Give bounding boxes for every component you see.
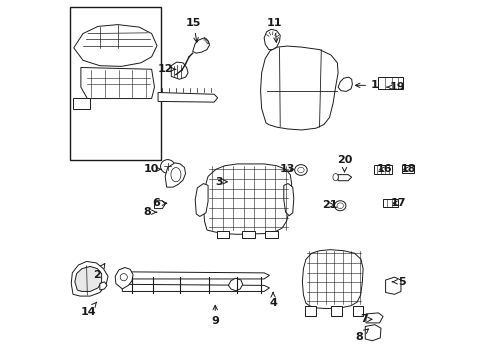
Text: 12: 12: [157, 64, 175, 74]
Polygon shape: [337, 175, 351, 181]
Ellipse shape: [334, 201, 345, 211]
Bar: [378, 77, 403, 89]
Polygon shape: [264, 29, 280, 50]
Polygon shape: [81, 67, 154, 99]
Polygon shape: [203, 164, 291, 234]
Text: 1: 1: [355, 80, 378, 90]
Text: 20: 20: [336, 156, 351, 172]
Polygon shape: [260, 46, 337, 130]
Bar: [70, 7, 161, 160]
Text: 3: 3: [215, 177, 227, 187]
Polygon shape: [337, 77, 352, 91]
Text: 6: 6: [152, 198, 166, 208]
Ellipse shape: [171, 167, 181, 182]
Text: 19: 19: [386, 82, 405, 92]
Polygon shape: [228, 278, 242, 291]
Polygon shape: [158, 93, 217, 102]
Polygon shape: [73, 98, 90, 109]
Polygon shape: [283, 184, 293, 216]
Text: 2: 2: [93, 264, 104, 280]
Polygon shape: [122, 284, 269, 292]
Polygon shape: [264, 231, 277, 238]
Polygon shape: [241, 231, 254, 238]
Polygon shape: [331, 306, 341, 316]
Polygon shape: [216, 231, 229, 238]
Polygon shape: [385, 277, 400, 294]
Polygon shape: [115, 267, 133, 289]
Polygon shape: [352, 306, 363, 316]
Polygon shape: [365, 313, 382, 323]
Text: 4: 4: [268, 292, 276, 308]
Ellipse shape: [332, 174, 338, 181]
Polygon shape: [74, 24, 157, 66]
Text: 9: 9: [211, 305, 219, 326]
Polygon shape: [165, 163, 185, 187]
Polygon shape: [100, 282, 107, 290]
Ellipse shape: [297, 167, 304, 173]
Bar: [373, 165, 391, 174]
Polygon shape: [171, 62, 188, 79]
Bar: [382, 199, 397, 207]
Ellipse shape: [336, 203, 343, 208]
Text: 8: 8: [354, 329, 367, 342]
Ellipse shape: [120, 274, 127, 281]
Polygon shape: [305, 306, 315, 316]
Polygon shape: [122, 272, 269, 279]
Text: 15: 15: [186, 18, 201, 42]
Polygon shape: [365, 325, 380, 341]
Polygon shape: [195, 184, 207, 216]
Text: 13: 13: [279, 164, 294, 174]
Bar: [401, 165, 413, 173]
Text: 7: 7: [360, 314, 371, 324]
Polygon shape: [75, 266, 102, 292]
Text: 18: 18: [400, 164, 416, 174]
Ellipse shape: [160, 159, 175, 173]
Polygon shape: [192, 38, 209, 53]
Polygon shape: [71, 261, 108, 296]
Text: 10: 10: [143, 164, 161, 174]
Text: 21: 21: [322, 200, 337, 210]
Text: 11: 11: [266, 18, 282, 42]
Ellipse shape: [122, 275, 125, 279]
Polygon shape: [154, 201, 165, 208]
Text: 17: 17: [389, 198, 405, 208]
Text: 16: 16: [376, 164, 392, 174]
Text: 8: 8: [143, 207, 157, 217]
Polygon shape: [302, 249, 363, 309]
Ellipse shape: [294, 165, 306, 175]
Text: 5: 5: [391, 277, 405, 287]
Text: 14: 14: [80, 302, 97, 317]
